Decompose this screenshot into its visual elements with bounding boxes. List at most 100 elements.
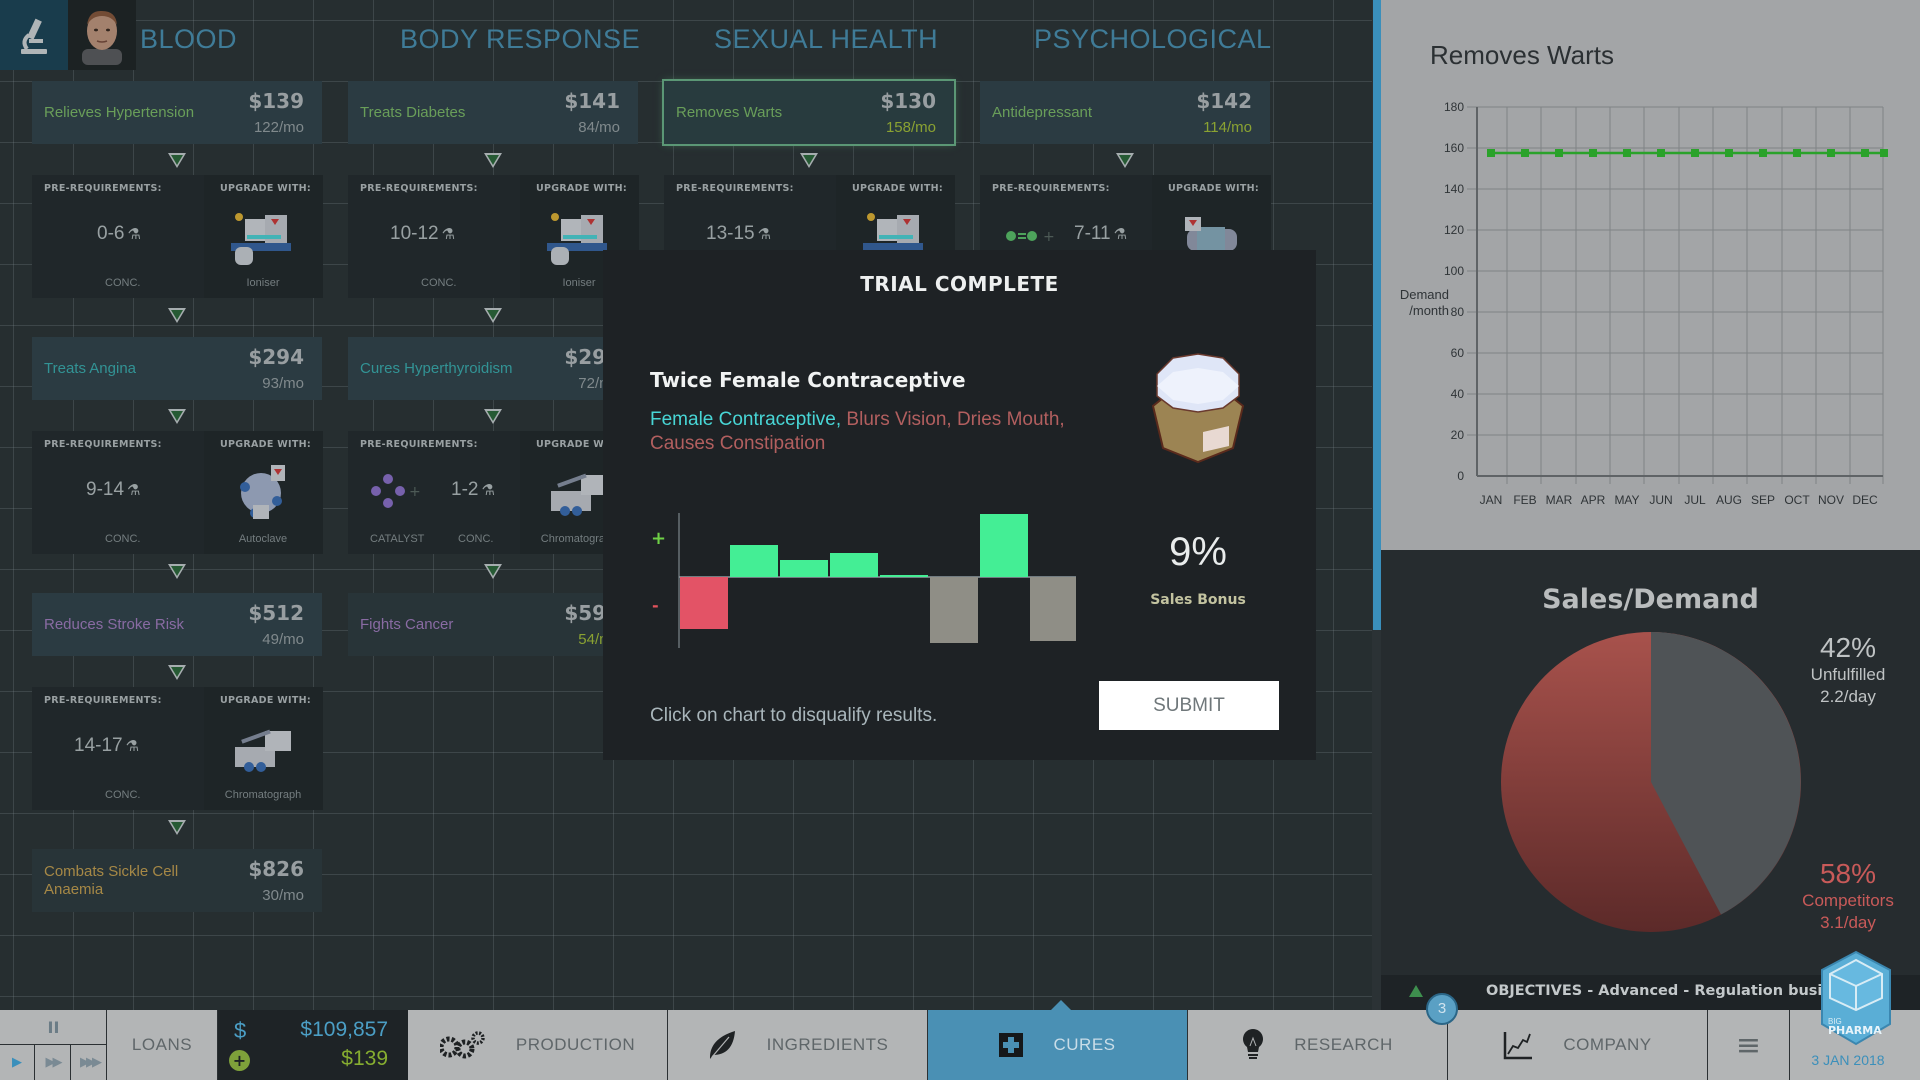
vertical-scrollbar[interactable] bbox=[1373, 0, 1381, 630]
arrow-down-icon bbox=[484, 153, 502, 168]
ioniser-machine-icon[interactable] bbox=[857, 205, 933, 269]
upgrade-with-label: UPGRADE WITH: bbox=[1168, 183, 1259, 194]
company-label: COMPANY bbox=[1563, 1035, 1652, 1054]
condenser-machine-icon[interactable] bbox=[1173, 205, 1249, 269]
cure-price: $826 bbox=[248, 857, 304, 881]
tab-company[interactable]: COMPANY bbox=[1448, 1010, 1708, 1080]
tab-ingredients[interactable]: INGREDIENTS bbox=[668, 1010, 928, 1080]
gears-icon bbox=[439, 1031, 485, 1059]
cash-balance: $109,857 bbox=[300, 1018, 388, 1041]
cure-card-removes-warts[interactable]: Removes Warts $130 158/mo bbox=[662, 79, 956, 146]
chromatograph-machine-icon[interactable] bbox=[541, 461, 617, 525]
cure-card-treats-angina[interactable]: Treats Angina $294 93/mo bbox=[32, 337, 322, 400]
pause-button[interactable]: II bbox=[0, 1010, 107, 1045]
cure-card-relieves-hypertension[interactable]: Relieves Hypertension $139 122/mo bbox=[32, 81, 322, 144]
svg-text:120: 120 bbox=[1444, 223, 1464, 237]
svg-text:JUN: JUN bbox=[1649, 493, 1672, 507]
flask-icon: ⚗ bbox=[441, 226, 456, 243]
machine-label: Chromatograph bbox=[224, 789, 302, 801]
requirements-panel: PRE-REQUIREMENTS: UPGRADE WITH: + 1-2 ⚗ C… bbox=[348, 431, 639, 554]
conc-label: CONC. bbox=[105, 789, 141, 801]
upgrade-with-label: UPGRADE WITH: bbox=[220, 439, 311, 450]
competitors-legend: 58% Competitors 3.1/day bbox=[1778, 858, 1918, 934]
svg-text:APR: APR bbox=[1581, 493, 1606, 507]
cure-demand-rate: 30/mo bbox=[262, 887, 304, 904]
cure-card-cures-hyperthyroidism[interactable]: Cures Hyperthyroidism $298 72/mo bbox=[348, 337, 638, 400]
svg-text:+: + bbox=[1043, 229, 1055, 243]
tab-cures[interactable]: CURES bbox=[928, 1010, 1188, 1080]
cure-card-treats-diabetes[interactable]: Treats Diabetes $141 84/mo bbox=[348, 81, 638, 144]
svg-text:SEP: SEP bbox=[1751, 493, 1775, 507]
conc-range: 7-11 bbox=[1074, 223, 1111, 244]
income-plus-icon: + bbox=[229, 1050, 250, 1071]
svg-text:100: 100 bbox=[1444, 264, 1464, 278]
chromatograph-machine-icon[interactable] bbox=[225, 717, 301, 781]
menu-button[interactable]: ≡ bbox=[1708, 1010, 1790, 1080]
dollar-icon: $ bbox=[234, 1018, 247, 1043]
arrow-down-icon bbox=[484, 308, 502, 323]
cure-price: $512 bbox=[248, 601, 304, 625]
svg-text:20: 20 bbox=[1451, 428, 1465, 442]
side-effects: Blurs Vision, Dries Mouth, Causes Consti… bbox=[650, 409, 1065, 454]
drug-name: Twice Female Contraceptive bbox=[650, 368, 966, 392]
cure-name: Fights Cancer bbox=[360, 615, 454, 633]
cure-name: Treats Diabetes bbox=[360, 103, 466, 121]
cure-card-combats-sickle-cell-anaemia[interactable]: Combats Sickle Cell Anaemia $826 30/mo bbox=[32, 849, 322, 912]
requirements-left bbox=[32, 175, 204, 298]
cure-name: Cures Hyperthyroidism bbox=[360, 359, 513, 377]
concentration-value: 14-17 ⚗ bbox=[74, 735, 139, 757]
machine-label: Ioniser bbox=[562, 277, 596, 289]
arrow-down-icon bbox=[168, 153, 186, 168]
conc-label: CONC. bbox=[458, 533, 494, 545]
fast-forward-button[interactable]: ▶▶ bbox=[35, 1045, 71, 1080]
logo-text-big: BIG bbox=[1828, 1017, 1842, 1026]
svg-text:180: 180 bbox=[1444, 100, 1464, 114]
flask-icon: ⚗ bbox=[481, 482, 495, 499]
requirements-left bbox=[348, 175, 520, 298]
cure-price: $139 bbox=[248, 89, 304, 113]
demand-line-chart: 180 160 140 120 100 80 60 40 20 0 JAN FEB MAR AP… bbox=[1444, 100, 1888, 507]
svg-text:JAN: JAN bbox=[1480, 493, 1503, 507]
cure-price: $294 bbox=[248, 345, 304, 369]
tab-research[interactable]: RESEARCH bbox=[1188, 1010, 1448, 1080]
play-button[interactable]: ▶ bbox=[0, 1045, 35, 1080]
expand-objectives-icon[interactable] bbox=[1409, 985, 1423, 997]
unfulfilled-label: Unfulfilled bbox=[1810, 665, 1886, 684]
fastest-forward-button[interactable]: ▶▶▶ bbox=[80, 1055, 102, 1070]
svg-text:MAR: MAR bbox=[1546, 493, 1573, 507]
cure-card-fights-cancer[interactable]: Fights Cancer $591 54/mo bbox=[348, 593, 638, 656]
cure-card-reduces-stroke-risk[interactable]: Reduces Stroke Risk $512 49/mo bbox=[32, 593, 322, 656]
svg-text:60: 60 bbox=[1451, 346, 1465, 360]
sales-bonus-value: 9% bbox=[1169, 530, 1227, 574]
svg-text:DEC: DEC bbox=[1852, 493, 1878, 507]
svg-text:NOV: NOV bbox=[1818, 493, 1844, 507]
submit-button[interactable]: SUBMIT bbox=[1099, 681, 1279, 730]
cure-demand-rate: 93/mo bbox=[262, 375, 304, 392]
scientist-avatar[interactable] bbox=[68, 0, 136, 70]
loans-button[interactable]: LOANS bbox=[107, 1010, 218, 1080]
concentration-value: 7-11 ⚗ bbox=[1074, 223, 1127, 245]
svg-text:JUL: JUL bbox=[1684, 493, 1706, 507]
trial-results-chart[interactable] bbox=[676, 513, 1076, 648]
speed-controls: II ▶ ▶▶ ▶▶▶ bbox=[0, 1010, 107, 1080]
microscope-button[interactable] bbox=[0, 0, 68, 70]
upgrade-with-label: UPGRADE WITH: bbox=[536, 439, 627, 450]
medical-cross-icon bbox=[999, 1033, 1024, 1057]
cure-card-antidepressant[interactable]: Antidepressant $142 114/mo bbox=[980, 81, 1270, 144]
cure-demand-rate: 158/mo bbox=[885, 119, 936, 136]
autoclave-machine-icon[interactable] bbox=[225, 461, 301, 525]
arrow-down-icon bbox=[168, 564, 186, 579]
trial-bar bbox=[730, 545, 778, 577]
objectives-count-badge[interactable]: 3 bbox=[1426, 993, 1458, 1025]
requirements-panel: PRE-REQUIREMENTS: UPGRADE WITH: 14-17 ⚗ C… bbox=[32, 687, 323, 810]
line-chart-icon bbox=[1504, 1032, 1533, 1060]
hamburger-menu-icon: ≡ bbox=[1735, 1027, 1762, 1063]
trial-bar bbox=[980, 514, 1028, 577]
ioniser-machine-icon[interactable] bbox=[541, 205, 617, 269]
trial-bar bbox=[680, 577, 728, 629]
competitors-label: Competitors bbox=[1802, 891, 1894, 910]
tab-production[interactable]: PRODUCTION bbox=[408, 1010, 668, 1080]
leaf-icon bbox=[709, 1031, 735, 1059]
ioniser-machine-icon[interactable] bbox=[225, 205, 301, 269]
conc-range: 1-2 bbox=[451, 479, 479, 500]
